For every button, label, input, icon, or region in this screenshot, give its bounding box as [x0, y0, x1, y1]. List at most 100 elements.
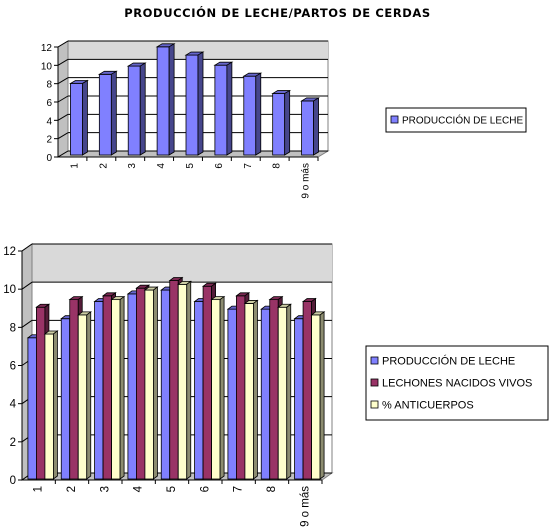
x-tick-label: 9 o más	[301, 163, 312, 199]
bar	[126, 62, 147, 156]
bar-front	[202, 285, 212, 480]
bar-side	[153, 286, 158, 480]
bar	[97, 70, 118, 156]
bar-side	[119, 295, 125, 480]
legend-label: PRODUCCIÓN DE LECHE	[382, 355, 515, 368]
legend-swatch	[390, 115, 399, 124]
bar	[277, 303, 292, 480]
bar-side	[186, 280, 192, 480]
x-tick-label: 2	[66, 486, 78, 492]
x-tick-label: 8	[266, 486, 278, 492]
bar	[213, 61, 234, 156]
legend-swatch	[370, 400, 379, 409]
bar-front	[44, 333, 54, 480]
bar	[210, 295, 226, 480]
bar	[143, 286, 159, 480]
y-tick-label: 10	[41, 61, 53, 72]
bar-front	[194, 301, 204, 480]
x-tick-label: 7	[233, 486, 245, 492]
bar-side	[253, 299, 258, 480]
bar-side	[226, 61, 233, 156]
y-tick-label: 8	[46, 80, 52, 91]
legend-swatch	[370, 356, 379, 365]
gridline-diag	[57, 150, 69, 158]
bar	[69, 79, 89, 156]
plot-wall-band	[32, 244, 332, 283]
bar-side	[319, 311, 325, 480]
bar-front	[302, 301, 312, 480]
bar-front	[98, 73, 112, 156]
bar-front	[77, 314, 88, 480]
bar-front	[244, 303, 254, 480]
gridline-diag	[57, 113, 69, 121]
bar-front	[185, 54, 199, 156]
bar	[77, 311, 92, 480]
bar-front	[243, 75, 257, 156]
x-tick-label: 6	[214, 163, 225, 169]
bar-front	[36, 306, 46, 480]
bar-front	[169, 280, 179, 480]
legend-label: LECHONES NACIDOS VIVOS	[382, 378, 532, 390]
bar-side	[255, 72, 262, 156]
bar-front	[214, 64, 228, 156]
y-tick-label: 2	[10, 437, 16, 449]
plot-wall-band	[68, 41, 328, 60]
bar-side	[86, 311, 92, 480]
bar-front	[127, 65, 141, 156]
bar-front	[260, 308, 271, 480]
bar-front	[311, 314, 321, 480]
bar-front	[294, 318, 304, 480]
bar-front	[144, 289, 154, 480]
bar-side	[313, 97, 319, 156]
bar-front	[70, 83, 83, 156]
x-tick-label: 1	[69, 163, 80, 169]
y-tick-label: 6	[46, 98, 52, 109]
bar	[43, 330, 59, 480]
legend-label: % ANTICUERPOS	[382, 400, 474, 412]
bar	[177, 280, 192, 480]
bar-front	[111, 299, 121, 480]
bar-side	[168, 43, 175, 156]
bar-front	[277, 306, 288, 480]
legend-box	[365, 345, 549, 421]
y-tick-label: 0	[10, 475, 16, 487]
bar-side	[110, 70, 117, 156]
bar-front	[301, 100, 314, 156]
bar-front	[60, 318, 71, 480]
x-tick-label: 1	[33, 486, 45, 492]
bar-front	[269, 299, 279, 480]
bar-side	[197, 51, 204, 156]
gridline-diag	[21, 281, 33, 290]
bar-side	[82, 79, 88, 156]
bar-side	[53, 330, 58, 480]
bar-front	[94, 301, 104, 480]
gridline-diag	[57, 58, 69, 66]
bar	[243, 299, 259, 480]
x-tick-label: 5	[166, 486, 178, 492]
bar-side	[219, 295, 225, 480]
legend-swatch	[370, 378, 379, 387]
x-tick-label: 4	[156, 163, 167, 169]
x-tick-label: 5	[185, 163, 196, 169]
gridline-diag	[21, 319, 33, 328]
bar-front	[236, 295, 246, 480]
gridline-diag	[21, 243, 33, 252]
gridline-diag	[57, 132, 69, 140]
y-tick-label: 4	[46, 116, 52, 127]
bar	[310, 311, 326, 480]
bar	[242, 72, 263, 156]
bar-front	[211, 299, 221, 480]
bar	[184, 51, 205, 156]
y-tick-label: 12	[3, 246, 16, 258]
legend-box	[385, 107, 527, 133]
bar-front	[272, 93, 286, 156]
x-tick-label: 9 o más	[299, 486, 311, 527]
y-tick-label: 2	[46, 135, 52, 146]
bar-front	[227, 308, 237, 480]
x-tick-label: 3	[99, 486, 111, 492]
bar	[271, 89, 292, 156]
x-tick-label: 3	[127, 163, 138, 169]
x-tick-label: 2	[98, 163, 109, 169]
